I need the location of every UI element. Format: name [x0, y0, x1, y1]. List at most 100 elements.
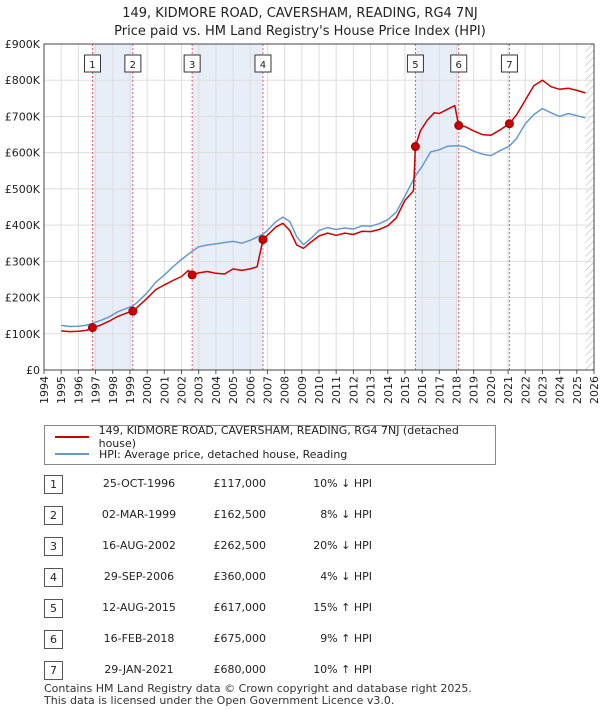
future-hatch — [585, 44, 594, 370]
x-tick-label: 2021 — [502, 376, 515, 404]
transaction-price: £262,500 — [213, 539, 267, 552]
x-tick-label: 2022 — [519, 376, 532, 404]
y-tick-label: £0 — [26, 364, 40, 377]
x-tick-label: 2026 — [588, 376, 600, 404]
x-tick-label: 2001 — [158, 376, 171, 404]
x-tick-label: 2013 — [365, 376, 378, 404]
transaction-date: 16-AUG-2002 — [102, 539, 176, 552]
chart-subtitle: Price paid vs. HM Land Registry's House … — [114, 24, 486, 39]
transaction-price: £675,000 — [213, 632, 267, 645]
sale-band — [415, 44, 459, 370]
transaction-price: £617,000 — [213, 601, 267, 614]
transaction-number: 5 — [44, 599, 63, 618]
transaction-hpi-diff: 10% ↓ HPI — [313, 477, 372, 490]
hpi-line — [61, 107, 586, 328]
transaction-price: £680,000 — [213, 663, 267, 676]
legend-label-property: 149, KIDMORE ROAD, CAVERSHAM, READING, R… — [98, 424, 459, 450]
x-tick-label: 2025 — [571, 376, 584, 404]
sale-marker-box — [183, 54, 201, 73]
sale-marker-box — [450, 54, 468, 73]
x-tick-label: 1998 — [107, 376, 120, 404]
sale-marker-label: 3 — [189, 60, 195, 71]
sale-point — [258, 235, 268, 245]
legend-label-hpi: HPI: Average price, detached house, Read… — [99, 447, 348, 461]
y-tick-label: £200K — [5, 292, 41, 305]
transaction-number: 1 — [44, 475, 63, 494]
transaction-hpi-diff: 20% ↓ HPI — [313, 539, 372, 552]
transaction-date: 25-OCT-1996 — [102, 477, 176, 490]
x-tick-label: 2024 — [554, 376, 567, 404]
sale-point — [504, 119, 514, 129]
transaction-date: 12-AUG-2015 — [102, 601, 176, 614]
sale-marker-label: 7 — [506, 60, 512, 71]
sale-marker-box — [124, 54, 142, 73]
y-tick-label: £800K — [5, 74, 41, 87]
sale-marker-label: 5 — [412, 60, 418, 71]
x-tick-label: 2000 — [141, 376, 154, 404]
chart-title: 149, KIDMORE ROAD, CAVERSHAM, READING, R… — [122, 6, 478, 21]
transaction-date: 29-JAN-2021 — [104, 663, 174, 676]
transaction-hpi-diff: 10% ↑ HPI — [313, 663, 372, 676]
x-tick-label: 2003 — [193, 376, 206, 404]
chart-legend: 149, KIDMORE ROAD, CAVERSHAM, READING, R… — [44, 424, 496, 465]
transaction-row: 2 02-MAR-1999 £162,500 8% ↓ HPI — [44, 506, 564, 528]
legend-entry-hpi: HPI: Average price, detached house, Read… — [55, 446, 347, 462]
sale-point — [454, 121, 464, 130]
transaction-row: 4 29-SEP-2006 £360,000 4% ↓ HPI — [44, 568, 564, 590]
x-tick-label: 2020 — [485, 376, 498, 404]
transaction-price: £360,000 — [213, 570, 267, 583]
x-tick-label: 2008 — [279, 376, 292, 404]
legend-entry-property: 149, KIDMORE ROAD, CAVERSHAM, READING, R… — [55, 424, 495, 450]
y-tick-label: £700K — [5, 110, 41, 123]
sale-point — [128, 306, 138, 316]
y-tick-label: £100K — [5, 328, 41, 341]
plot-frame — [43, 43, 595, 371]
transaction-number: 2 — [44, 506, 63, 525]
x-tick-label: 1997 — [90, 376, 103, 404]
transaction-number: 7 — [44, 661, 63, 680]
x-tick-label: 1995 — [55, 376, 68, 404]
sale-point — [187, 270, 197, 280]
sale-marker-label: 1 — [89, 60, 95, 71]
transaction-row: 1 25-OCT-1996 £117,000 10% ↓ HPI — [44, 475, 564, 497]
price-chart: £0 £100K £200K £300K £400K £500K £600K £700K £80… — [5, 38, 600, 404]
sale-marker-box — [406, 54, 424, 73]
x-tick-label: 2009 — [296, 376, 309, 404]
x-tick-label: 2012 — [347, 376, 360, 404]
transaction-date: 16-FEB-2018 — [103, 632, 175, 645]
transaction-hpi-diff: 15% ↑ HPI — [313, 601, 372, 614]
x-tick-label: 2014 — [382, 376, 395, 404]
transaction-row: 7 29-JAN-2021 £680,000 10% ↑ HPI — [44, 661, 564, 683]
transaction-date: 29-SEP-2006 — [103, 570, 175, 583]
footer-licence: This data is licensed under the Open Gov… — [44, 694, 395, 707]
x-tick-label: 2002 — [176, 376, 189, 404]
sale-marker-label: 6 — [456, 60, 462, 71]
sale-marker-box — [254, 54, 272, 73]
x-tick-label: 2004 — [210, 376, 223, 404]
x-tick-label: 1996 — [72, 376, 85, 404]
sale-marker-label: 2 — [130, 60, 136, 71]
transaction-date: 02-MAR-1999 — [101, 508, 177, 521]
x-tick-label: 1999 — [124, 376, 137, 404]
x-tick-label: 2017 — [433, 376, 446, 404]
sale-point — [410, 142, 420, 152]
x-tick-label: 1994 — [38, 376, 51, 404]
sale-marker-box — [500, 54, 518, 73]
transaction-price: £162,500 — [213, 508, 267, 521]
sale-point — [87, 323, 97, 333]
footer-copyright: Contains HM Land Registry data © Crown c… — [44, 682, 472, 695]
transaction-row: 5 12-AUG-2015 £617,000 15% ↑ HPI — [44, 599, 564, 621]
x-tick-label: 2023 — [536, 376, 549, 404]
sale-marker-box — [83, 54, 101, 73]
x-tick-label: 2006 — [244, 376, 257, 404]
transaction-number: 6 — [44, 630, 63, 649]
transaction-hpi-diff: 9% ↑ HPI — [320, 632, 372, 645]
y-tick-label: £400K — [5, 219, 41, 232]
transaction-hpi-diff: 4% ↓ HPI — [320, 570, 372, 583]
y-tick-label: £600K — [5, 147, 41, 160]
y-tick-label: £300K — [5, 255, 41, 268]
transaction-hpi-diff: 8% ↓ HPI — [320, 508, 372, 521]
x-tick-label: 2010 — [313, 376, 326, 404]
x-tick-label: 2019 — [468, 376, 481, 404]
sale-band — [192, 44, 263, 370]
